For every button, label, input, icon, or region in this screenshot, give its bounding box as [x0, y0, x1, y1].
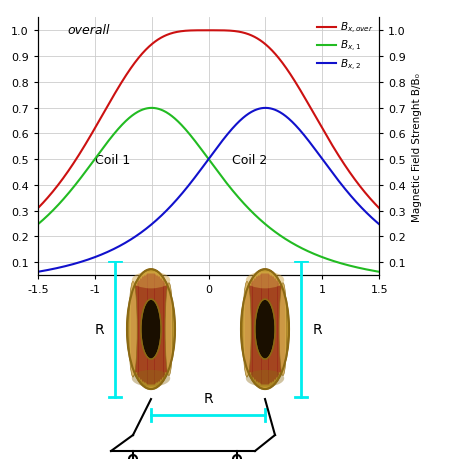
Ellipse shape	[246, 370, 284, 387]
Text: R: R	[203, 391, 213, 405]
Ellipse shape	[141, 300, 161, 359]
Ellipse shape	[129, 281, 137, 377]
Text: R: R	[94, 322, 104, 336]
Ellipse shape	[246, 272, 284, 289]
Text: Coil 2: Coil 2	[232, 153, 267, 166]
Ellipse shape	[243, 281, 251, 377]
Ellipse shape	[127, 269, 175, 389]
Ellipse shape	[241, 269, 289, 389]
Text: R: R	[312, 322, 322, 336]
Circle shape	[233, 455, 241, 459]
Y-axis label: Magnetic Field Strenght B/B₀: Magnetic Field Strenght B/B₀	[411, 73, 421, 221]
Ellipse shape	[279, 283, 287, 376]
Legend: $B_{x,over}$, $B_{x,1}$, $B_{x,2}$: $B_{x,over}$, $B_{x,1}$, $B_{x,2}$	[318, 21, 374, 73]
Ellipse shape	[165, 283, 173, 376]
Ellipse shape	[132, 272, 170, 289]
Text: overall: overall	[68, 23, 110, 36]
Ellipse shape	[255, 300, 275, 359]
Text: Coil 1: Coil 1	[95, 153, 131, 166]
Ellipse shape	[132, 370, 170, 387]
Circle shape	[129, 455, 137, 459]
